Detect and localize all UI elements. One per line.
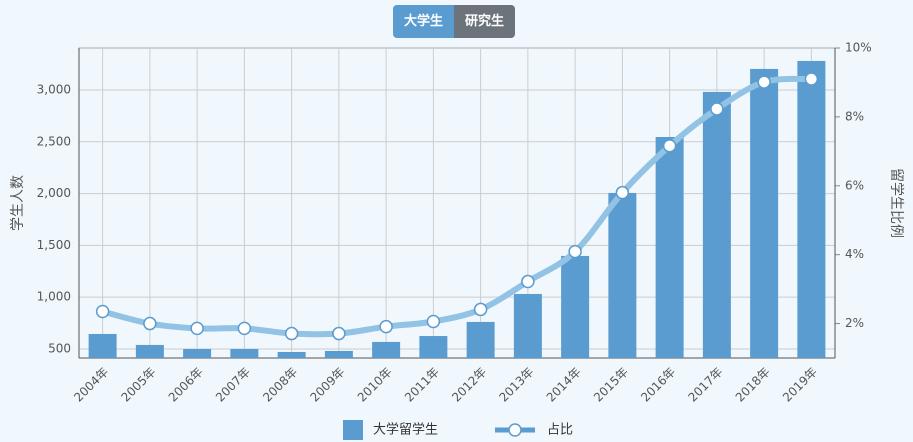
bar <box>135 344 164 358</box>
y-tick-label: 500 <box>48 341 71 355</box>
line-marker <box>473 302 488 317</box>
x-tick-label: 2010年 <box>355 365 395 405</box>
x-tick-label: 2006年 <box>166 365 206 405</box>
legend-swatch <box>343 420 363 440</box>
legend-label: 大学留学生 <box>373 422 438 438</box>
bar <box>608 192 637 358</box>
x-tick-label: 2005年 <box>118 365 158 405</box>
x-tick-label: 2011年 <box>402 365 442 405</box>
line-marker <box>662 139 677 153</box>
bar <box>797 60 826 358</box>
bar <box>466 321 495 358</box>
x-tick-label: 2014年 <box>544 365 584 405</box>
y-tick-label: 3,000 <box>37 82 71 96</box>
x-tick-label: 2007年 <box>213 365 253 405</box>
tab[interactable]: 研究生 <box>454 5 516 38</box>
y-tick-label: 2,500 <box>37 134 71 148</box>
line-marker <box>426 314 441 329</box>
y2-tick-label: 6% <box>845 178 864 192</box>
tab-group: 大学生 研究生 <box>393 5 516 38</box>
bar <box>513 293 542 358</box>
x-tick-label: 2009年 <box>307 365 347 405</box>
y-tick-label: 1,500 <box>37 238 71 252</box>
line-marker <box>143 316 157 331</box>
line-marker <box>710 102 724 116</box>
tab[interactable]: 大学生 <box>393 5 455 38</box>
line-marker <box>568 244 582 259</box>
bar <box>277 351 306 358</box>
line <box>99 75 815 338</box>
line-marker <box>190 321 204 336</box>
line-marker <box>332 326 346 341</box>
y-tick-label: 1,000 <box>37 290 71 304</box>
y-axis-title: 学生人数 <box>10 175 26 231</box>
y2-tick-label: 2% <box>845 316 864 330</box>
x-tick-label: 2016年 <box>638 365 678 405</box>
line-marker <box>521 274 535 289</box>
bar <box>655 137 684 358</box>
bar <box>561 255 590 358</box>
legend-swatch <box>508 423 522 437</box>
bar <box>324 350 353 358</box>
x-tick-label: 2012年 <box>449 365 489 405</box>
x-tick-label: 2008年 <box>260 365 300 405</box>
y2-axis-title: 留学生比例 <box>888 168 904 238</box>
line-marker <box>757 75 771 89</box>
line-marker <box>95 304 110 319</box>
bar <box>702 91 731 358</box>
bar <box>419 336 448 358</box>
y-tick-label: 2,000 <box>37 186 71 200</box>
y2-tick-label: 10% <box>845 41 872 55</box>
line-marker <box>804 72 819 86</box>
x-tick-label: 2017年 <box>685 365 725 405</box>
line-marker <box>615 185 630 200</box>
bar <box>372 341 401 358</box>
x-tick-label: 2019年 <box>780 365 820 405</box>
y2-tick-label: 4% <box>845 247 864 261</box>
bar <box>183 348 212 358</box>
y2-tick-label: 8% <box>845 109 864 123</box>
line-marker <box>237 321 252 336</box>
x-tick-label: 2013年 <box>496 365 536 405</box>
x-tick-label: 2018年 <box>733 365 773 405</box>
bar <box>88 333 117 358</box>
line-marker <box>379 319 393 334</box>
legend-label: 占比 <box>547 423 573 438</box>
bar <box>750 68 779 359</box>
line-marker <box>284 326 299 341</box>
x-tick-label: 2015年 <box>591 365 631 405</box>
x-tick-label: 2004年 <box>71 365 111 405</box>
bar <box>230 348 259 358</box>
